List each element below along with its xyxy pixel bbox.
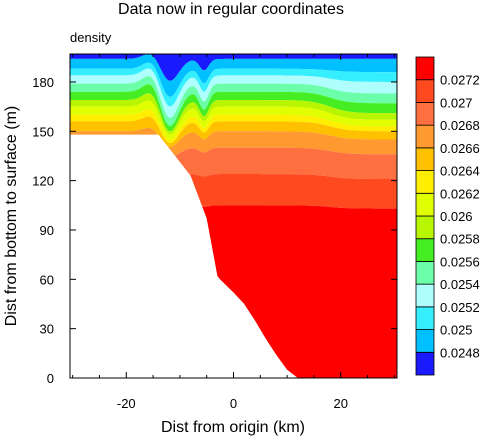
colorbar-swatch (415, 238, 435, 262)
density-band (70, 76, 397, 127)
colorbar-swatch (415, 283, 435, 308)
colorbar-label: 0.0248 (440, 345, 480, 360)
y-axis-label: Dist from bottom to surface (m) (3, 106, 20, 327)
colorbar-swatch (415, 192, 435, 217)
y-tick-label: 60 (40, 272, 54, 287)
plot-area (70, 54, 397, 378)
seafloor-mask (70, 134, 397, 378)
colorbar-swatch (415, 215, 435, 240)
colorbar-swatch (415, 306, 435, 330)
y-axis: 0 30 60 90 120 150 180 (32, 75, 397, 386)
y-tick-label: 120 (32, 174, 54, 189)
colorbar-swatch (415, 124, 435, 149)
x-axis: -20 0 20 (72, 54, 395, 411)
density-band (70, 68, 397, 119)
colorbar-swatch (415, 79, 435, 103)
density-band (70, 93, 397, 135)
colorbar: 0.0248 0.025 0.0252 0.0254 0.0256 0.0258 0.026… (415, 56, 480, 376)
y-tick-label: 30 (40, 322, 54, 337)
colorbar-label: 0.0264 (440, 164, 480, 179)
density-band (70, 62, 397, 107)
chart-title: Data now in regular coordinates (118, 1, 344, 18)
colorbar-label: 0.0254 (440, 277, 480, 292)
colorbar-swatch (415, 56, 435, 81)
colorbar-label: 0.027 (440, 95, 473, 110)
colorbar-swatch (415, 351, 435, 376)
density-band (70, 100, 397, 140)
colorbar-label: 0.0258 (440, 232, 480, 247)
x-tick-label: -20 (117, 396, 136, 411)
colorbar-label: 0.025 (440, 323, 473, 338)
colorbar-label: 0.0268 (440, 118, 480, 133)
density-band (70, 116, 397, 147)
colorbar-swatch (415, 170, 435, 194)
y-tick-label: 150 (32, 124, 54, 139)
density-band (70, 109, 397, 144)
x-axis-label: Dist from origin (km) (161, 419, 305, 436)
colorbar-label: 0.026 (440, 209, 473, 224)
density-band (70, 54, 397, 97)
colorbar-swatch (415, 261, 435, 285)
colorbar-label: 0.0252 (440, 300, 480, 315)
y-tick-label: 90 (40, 223, 54, 238)
colorbar-swatch (415, 102, 435, 126)
y-tick-label: 0 (47, 371, 54, 386)
colorbar-label: 0.0256 (440, 254, 480, 269)
x-tick-label: 20 (333, 396, 347, 411)
colorbar-label: 0.0266 (440, 141, 480, 156)
colorbar-label: 0.0272 (440, 73, 480, 88)
chart-subtitle: density (70, 30, 112, 45)
colorbar-swatch (415, 147, 435, 171)
density-band (70, 54, 397, 81)
y-tick-label: 180 (32, 75, 54, 90)
colorbar-label: 0.0262 (440, 186, 480, 201)
density-band (70, 84, 397, 132)
x-tick-label: 0 (230, 396, 237, 411)
colorbar-swatch (415, 329, 435, 353)
